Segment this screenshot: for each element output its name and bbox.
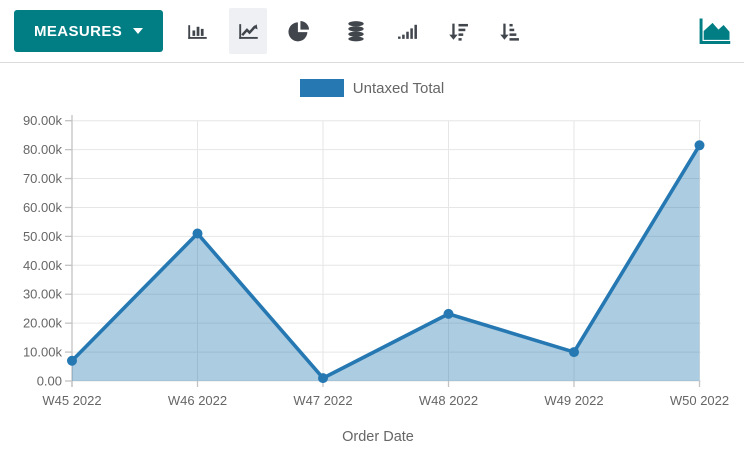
bars-ascending-icon (397, 24, 417, 39)
graph-options (337, 8, 541, 54)
x-tick-label: W50 2022 (670, 393, 729, 408)
series-line (70, 143, 702, 380)
x-tick-label: W47 2022 (293, 393, 352, 408)
y-tick-label: 70.00k (23, 171, 63, 186)
pie-chart-icon (288, 20, 310, 42)
x-tick-label: W48 2022 (419, 393, 478, 408)
line-chart-button[interactable] (229, 8, 268, 54)
stacked-button[interactable] (337, 8, 375, 54)
caret-down-icon (133, 28, 144, 34)
graph-view-button[interactable] (696, 8, 734, 54)
y-tick-label: 20.00k (23, 316, 63, 331)
data-point[interactable] (67, 355, 77, 366)
y-tick-label: 60.00k (23, 200, 63, 215)
stacked-database-icon (348, 21, 364, 42)
sort-descending-button[interactable] (439, 8, 477, 54)
y-tick-label: 0.00 (37, 374, 62, 389)
y-tick-label: 10.00k (23, 345, 63, 360)
data-point[interactable] (192, 228, 203, 239)
sort-ascending-button[interactable] (490, 8, 528, 54)
legend-swatch (299, 79, 344, 97)
line-chart-icon (238, 23, 258, 39)
pie-chart-button[interactable] (280, 8, 318, 54)
data-point[interactable] (443, 308, 454, 319)
bar-chart-icon (187, 24, 207, 39)
data-point[interactable] (318, 373, 328, 384)
x-tick-label: W49 2022 (544, 393, 603, 408)
x-axis-title: Order Date (342, 429, 414, 445)
y-tick-label: 40.00k (23, 258, 63, 273)
sort-ascending-icon (499, 23, 519, 41)
data-point[interactable] (569, 347, 579, 358)
chart-legend: Untaxed Total (0, 79, 744, 97)
bars-ascending-button[interactable] (388, 8, 426, 54)
x-tick-label: W45 2022 (42, 393, 101, 408)
data-point[interactable] (694, 140, 705, 151)
y-tick-label: 50.00k (23, 229, 63, 244)
x-tick-label: W46 2022 (168, 393, 227, 408)
y-tick-label: 30.00k (23, 287, 63, 302)
legend-item-untaxed-total[interactable]: Untaxed Total (299, 79, 445, 97)
sort-descending-icon (448, 23, 468, 41)
legend-label: Untaxed Total (352, 79, 445, 97)
measures-button-label: MEASURES (34, 22, 123, 40)
chart-type-switcher (178, 8, 331, 54)
line-chart: 0.00 10.00k 20.00k 30.00k 40.00k 50.00k 60.00k… (23, 113, 729, 445)
series-area (72, 145, 700, 381)
toolbar: MEASURES (0, 0, 744, 63)
y-tick-label: 80.00k (23, 142, 63, 157)
measures-button[interactable]: MEASURES (14, 10, 164, 52)
area-chart-icon (699, 18, 730, 44)
bar-chart-button[interactable] (178, 8, 216, 54)
y-tick-label: 90.00k (23, 113, 63, 128)
